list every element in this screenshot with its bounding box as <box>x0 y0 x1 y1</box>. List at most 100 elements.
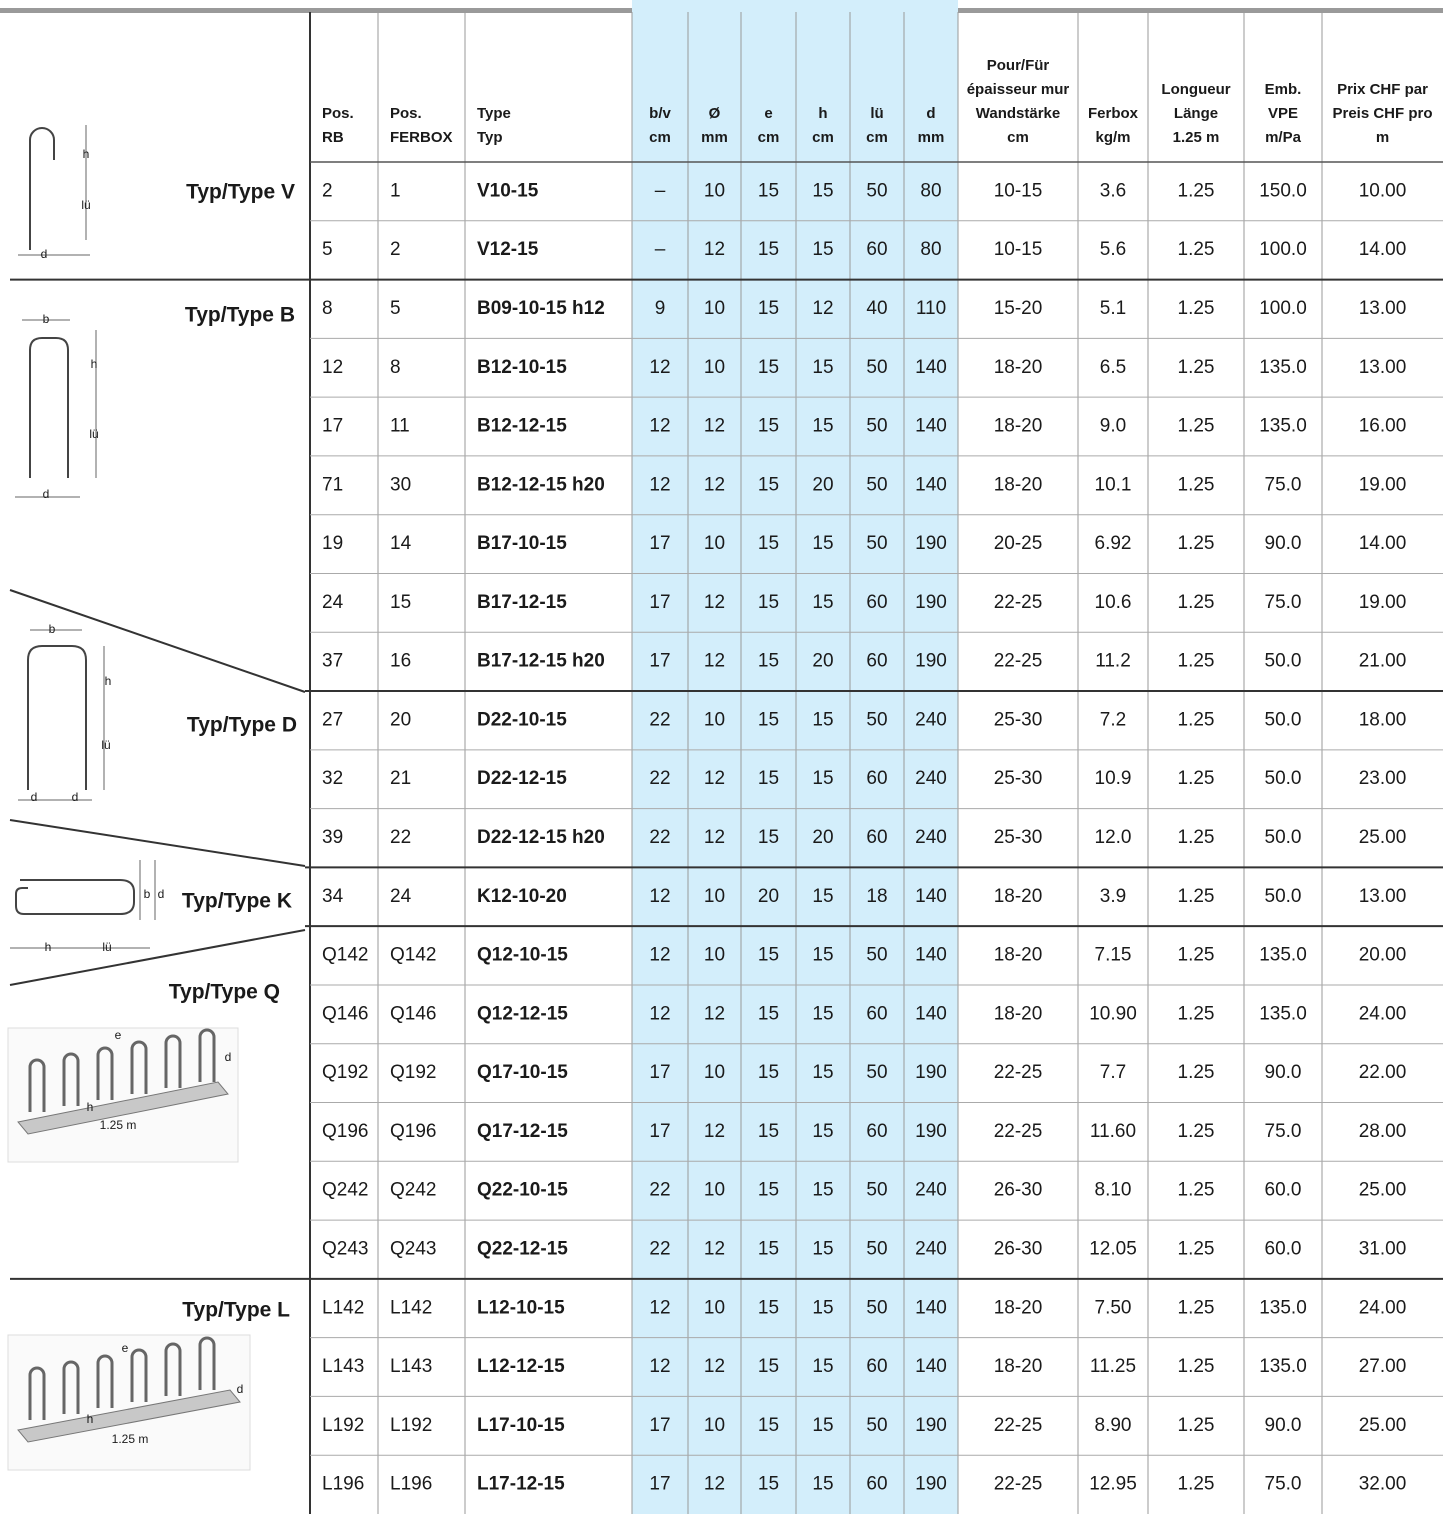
column-header: Emb. <box>1265 81 1302 98</box>
table-cell: 11.60 <box>1090 1121 1136 1142</box>
table-cell: 32.00 <box>1359 1474 1407 1495</box>
group-label: Typ/Type Q <box>169 981 280 1004</box>
figure-label: h <box>83 147 90 161</box>
table-cell: 15 <box>758 1003 779 1024</box>
table-cell: 12 <box>322 357 343 378</box>
table-cell: 15 <box>758 239 779 260</box>
group-label: Typ/Type D <box>187 714 297 737</box>
table-cell: 24 <box>390 886 412 907</box>
table-cell: 14.00 <box>1359 533 1407 554</box>
table-cell: Q146 <box>322 1003 368 1024</box>
table-cell: 15 <box>758 298 779 319</box>
table-cell: 10 <box>704 945 725 966</box>
table-cell: 10 <box>704 298 725 319</box>
table-cell: L192 <box>390 1415 432 1436</box>
table-cell: 100.0 <box>1259 239 1307 260</box>
table-cell: 50 <box>866 1062 887 1083</box>
table-cell: 12 <box>704 827 725 848</box>
column-header: b/v <box>649 105 671 122</box>
table-cell: 60 <box>866 592 887 613</box>
group-divider-diagonal <box>9 589 306 693</box>
table-cell: 1.25 <box>1178 768 1215 789</box>
column-header: Typ <box>477 129 503 146</box>
table-cell: 1.25 <box>1178 1238 1215 1259</box>
table-cell: 15 <box>812 768 833 789</box>
table-cell: 15 <box>758 592 779 613</box>
table-cell: 13.00 <box>1359 886 1407 907</box>
table-cell: 15 <box>758 1356 779 1377</box>
table-cell: 11.2 <box>1095 651 1131 672</box>
table-cell: 12 <box>704 1356 725 1377</box>
type-cell: L12-10-15 <box>477 1297 565 1318</box>
table-cell: 10.90 <box>1089 1003 1137 1024</box>
table-cell: 12.0 <box>1095 827 1132 848</box>
table-cell: 22 <box>649 768 670 789</box>
table-cell: 50 <box>866 474 887 495</box>
stirrup-figure <box>29 337 69 478</box>
table-cell: L192 <box>322 1415 364 1436</box>
table-cell: 5 <box>390 298 401 319</box>
table-cell: 50.0 <box>1265 886 1302 907</box>
table-cell: 14.00 <box>1359 239 1407 260</box>
figure-label: lü <box>102 940 111 954</box>
type-cell: L17-12-15 <box>477 1474 565 1495</box>
type-cell: V12-15 <box>477 239 539 260</box>
table-cell: 17 <box>322 416 343 437</box>
figure-label: h <box>87 1412 94 1426</box>
table-cell: 1.25 <box>1178 1062 1215 1083</box>
table-cell: 10 <box>704 1180 725 1201</box>
table-cell: 17 <box>649 651 670 672</box>
table-cell: 15 <box>758 768 779 789</box>
figure-label: lü <box>81 198 90 212</box>
table-cell: 24 <box>322 592 344 613</box>
column-header: Ø <box>709 105 721 122</box>
table-cell: 17 <box>649 1121 670 1142</box>
figure-label: d <box>158 887 165 901</box>
table-cell: 12 <box>649 1297 670 1318</box>
table-cell: 20.00 <box>1359 945 1407 966</box>
table-cell: 90.0 <box>1265 1062 1302 1083</box>
table-cell: 1.25 <box>1178 416 1215 437</box>
figure-label: lü <box>101 738 110 752</box>
table-cell: 60.0 <box>1265 1180 1302 1201</box>
stirrup-figure <box>27 645 87 790</box>
group-divider-diagonal <box>9 929 306 986</box>
table-cell: 18-20 <box>994 1297 1043 1318</box>
table-cell: 23.00 <box>1359 768 1407 789</box>
figure-label: d <box>225 1050 232 1064</box>
table-cell: Q142 <box>322 945 368 966</box>
stirrup-shape <box>28 1366 46 1420</box>
table-cell: 20 <box>812 651 833 672</box>
table-cell: 2 <box>390 239 401 260</box>
table-cell: 1.25 <box>1178 945 1215 966</box>
table-cell: 15 <box>812 945 833 966</box>
table-cell: 22 <box>649 1180 670 1201</box>
table-cell: Q243 <box>322 1238 368 1259</box>
figure-label: d <box>41 247 48 261</box>
table-cell: 15 <box>812 1356 833 1377</box>
table-cell: 15 <box>812 1415 833 1436</box>
table-cell: 22-25 <box>994 1062 1043 1083</box>
table-cell: 10.1 <box>1095 474 1132 495</box>
table-cell: 50 <box>866 1297 887 1318</box>
table-cell: Q146 <box>390 1003 436 1024</box>
stirrup-shape <box>164 1034 182 1088</box>
table-cell: 15 <box>758 651 779 672</box>
type-cell: D22-12-15 h20 <box>477 827 605 848</box>
type-cell: Q22-10-15 <box>477 1180 568 1201</box>
table-cell: 27.00 <box>1359 1356 1407 1377</box>
table-cell: 140 <box>915 474 947 495</box>
table-cell: 8 <box>390 357 401 378</box>
table-cell: 12 <box>704 1121 725 1142</box>
type-cell: B12-10-15 <box>477 357 567 378</box>
table-cell: 12 <box>704 592 725 613</box>
table-cell: 190 <box>915 1474 947 1495</box>
table-cell: 8.10 <box>1095 1180 1132 1201</box>
table-cell: 15 <box>812 1121 833 1142</box>
table-cell: 60 <box>866 651 887 672</box>
table-cell: 15 <box>812 1238 833 1259</box>
table-cell: 15 <box>758 533 779 554</box>
table-cell: 15 <box>812 357 833 378</box>
table-cell: 10 <box>704 1415 725 1436</box>
